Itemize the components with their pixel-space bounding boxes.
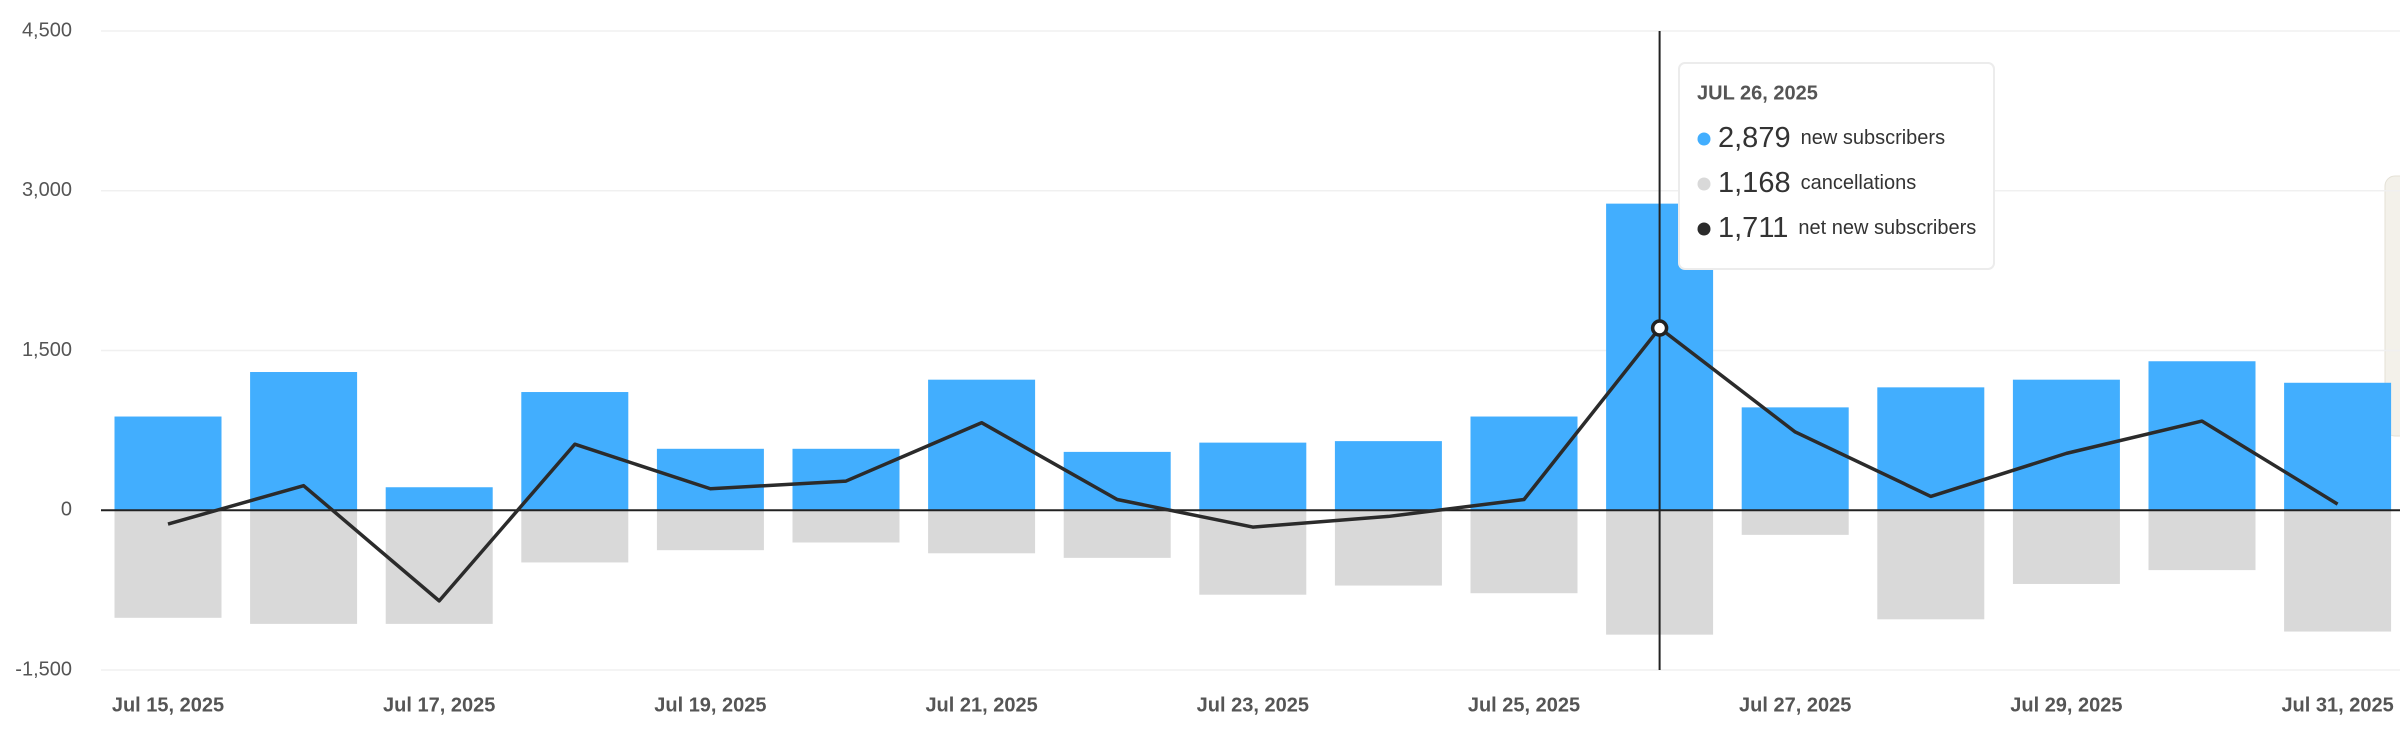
y-tick-label: 1,500 [22,339,72,361]
bar [385,487,493,511]
y-tick-label: -1,500 [15,658,72,680]
x-tick-label: Jul 17, 2025 [383,694,495,716]
x-tick-label: Jul 25, 2025 [1468,694,1580,716]
hover-point [1650,319,1669,337]
tooltip-series-name: new subscribers [1801,127,1946,149]
y-tick-label: 3,000 [22,179,72,201]
bar [1470,510,1578,594]
bar [2284,510,2392,632]
x-tick-label: Jul 23, 2025 [1197,694,1309,716]
bar [1199,442,1307,511]
bar [521,510,629,563]
tooltip-dot [1697,222,1711,236]
bar [1470,416,1578,511]
tooltip-series-name: cancellations [1801,172,1917,194]
bar [1877,387,1985,511]
bar [385,510,493,624]
tooltip-box [1678,62,1995,270]
bar [928,510,1036,554]
bar [1334,441,1442,511]
tooltip-dot [1697,177,1711,191]
tooltip-series-name: net new subscribers [1798,217,1976,239]
bar [250,510,358,624]
bar [1334,510,1442,586]
tooltip-dot [1697,132,1711,146]
tooltip: JUL 26, 2025 2,879 new subscribers 1,168 can… [1678,62,1995,270]
bar [928,379,1036,511]
side-panel-edge [2384,175,2400,437]
bar [2012,510,2120,584]
bar [521,392,629,511]
bar [2148,510,2256,571]
x-tick-label: Jul 29, 2025 [2010,694,2122,716]
bar [1741,407,1849,511]
x-tick-label: Jul 27, 2025 [1739,694,1851,716]
bar [1063,510,1171,558]
bar [250,372,358,511]
tooltip-value: 1,711 [1718,212,1788,244]
bar [114,510,222,618]
x-tick-label: Jul 21, 2025 [925,694,1037,716]
bar [1063,451,1171,511]
x-tick-label: Jul 31, 2025 [2281,694,2393,716]
y-tick-label: 4,500 [22,19,72,41]
tooltip-row: 1,711 net new subscribers [1718,212,1976,244]
bar [2284,382,2392,511]
tooltip-value: 2,879 [1718,122,1791,154]
y-tick-label: 0 [61,499,72,521]
x-tick-label: Jul 15, 2025 [112,694,224,716]
bar [114,416,222,511]
bar [2148,361,2256,511]
tooltip-row: 2,879 new subscribers [1718,122,1945,154]
bar [1877,510,1985,620]
tooltip-value: 1,168 [1718,167,1791,199]
bar [656,510,764,551]
bar [656,448,764,511]
net-line [167,326,2339,603]
bar [792,510,900,543]
bar [1741,510,1849,535]
tooltip-date: JUL 26, 2025 [1697,82,1818,104]
x-tick-label: Jul 19, 2025 [654,694,766,716]
tooltip-row: 1,168 cancellations [1718,167,1916,199]
